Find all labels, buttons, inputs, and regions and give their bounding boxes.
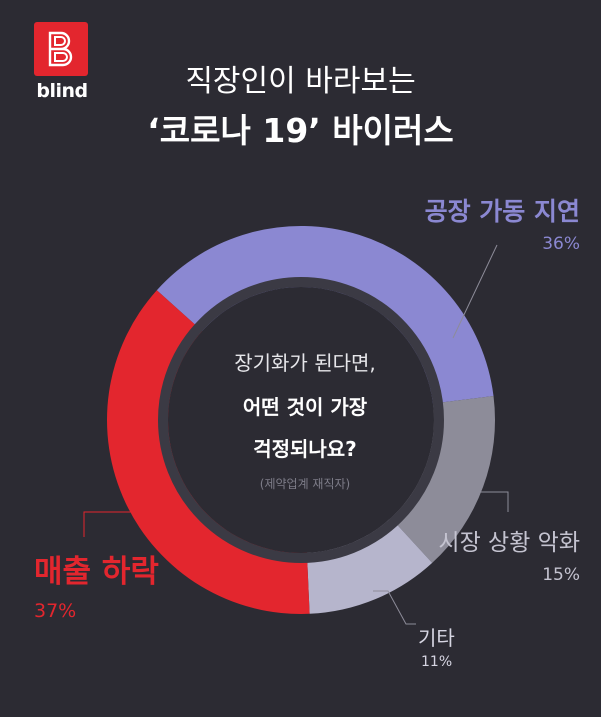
leader-line-other [373, 590, 416, 625]
value-factory-delay: 36% [542, 234, 580, 254]
center-question-line-1: 장기화가 된다면, [234, 351, 376, 375]
leader-line-market [468, 491, 509, 512]
value-sales-decline: 37% [34, 600, 77, 622]
donut-hole [168, 287, 434, 553]
center-question-line-2: 어떤 것이 가장 [242, 395, 368, 419]
label-factory-delay: 공장 가동 지연 [424, 197, 580, 226]
leader-line-sales [83, 511, 183, 537]
leader-line-factory [452, 244, 498, 339]
value-other: 11% [421, 654, 453, 670]
label-other: 기타 [418, 626, 455, 650]
slice-market-worsening [375, 396, 495, 563]
center-question-line-3: 걱정되나요? [253, 437, 357, 461]
title-line-2: ‘코로나 19’ 바이러스 [147, 111, 454, 150]
label-sales-decline: 매출 하락 [34, 554, 159, 590]
blind-logo-mark [34, 22, 88, 76]
center-note: (제약업계 재직자) [259, 477, 351, 491]
blind-logo-text: blind [36, 80, 88, 102]
blind-logo: blind [34, 22, 90, 102]
inner-ring [158, 277, 444, 563]
logo-b-icon [48, 31, 73, 67]
value-market-worsening: 15% [542, 565, 580, 585]
title-line-1: 직장인이 바라보는 [185, 64, 416, 99]
label-market-worsening: 시장 상황 악화 [438, 530, 580, 556]
